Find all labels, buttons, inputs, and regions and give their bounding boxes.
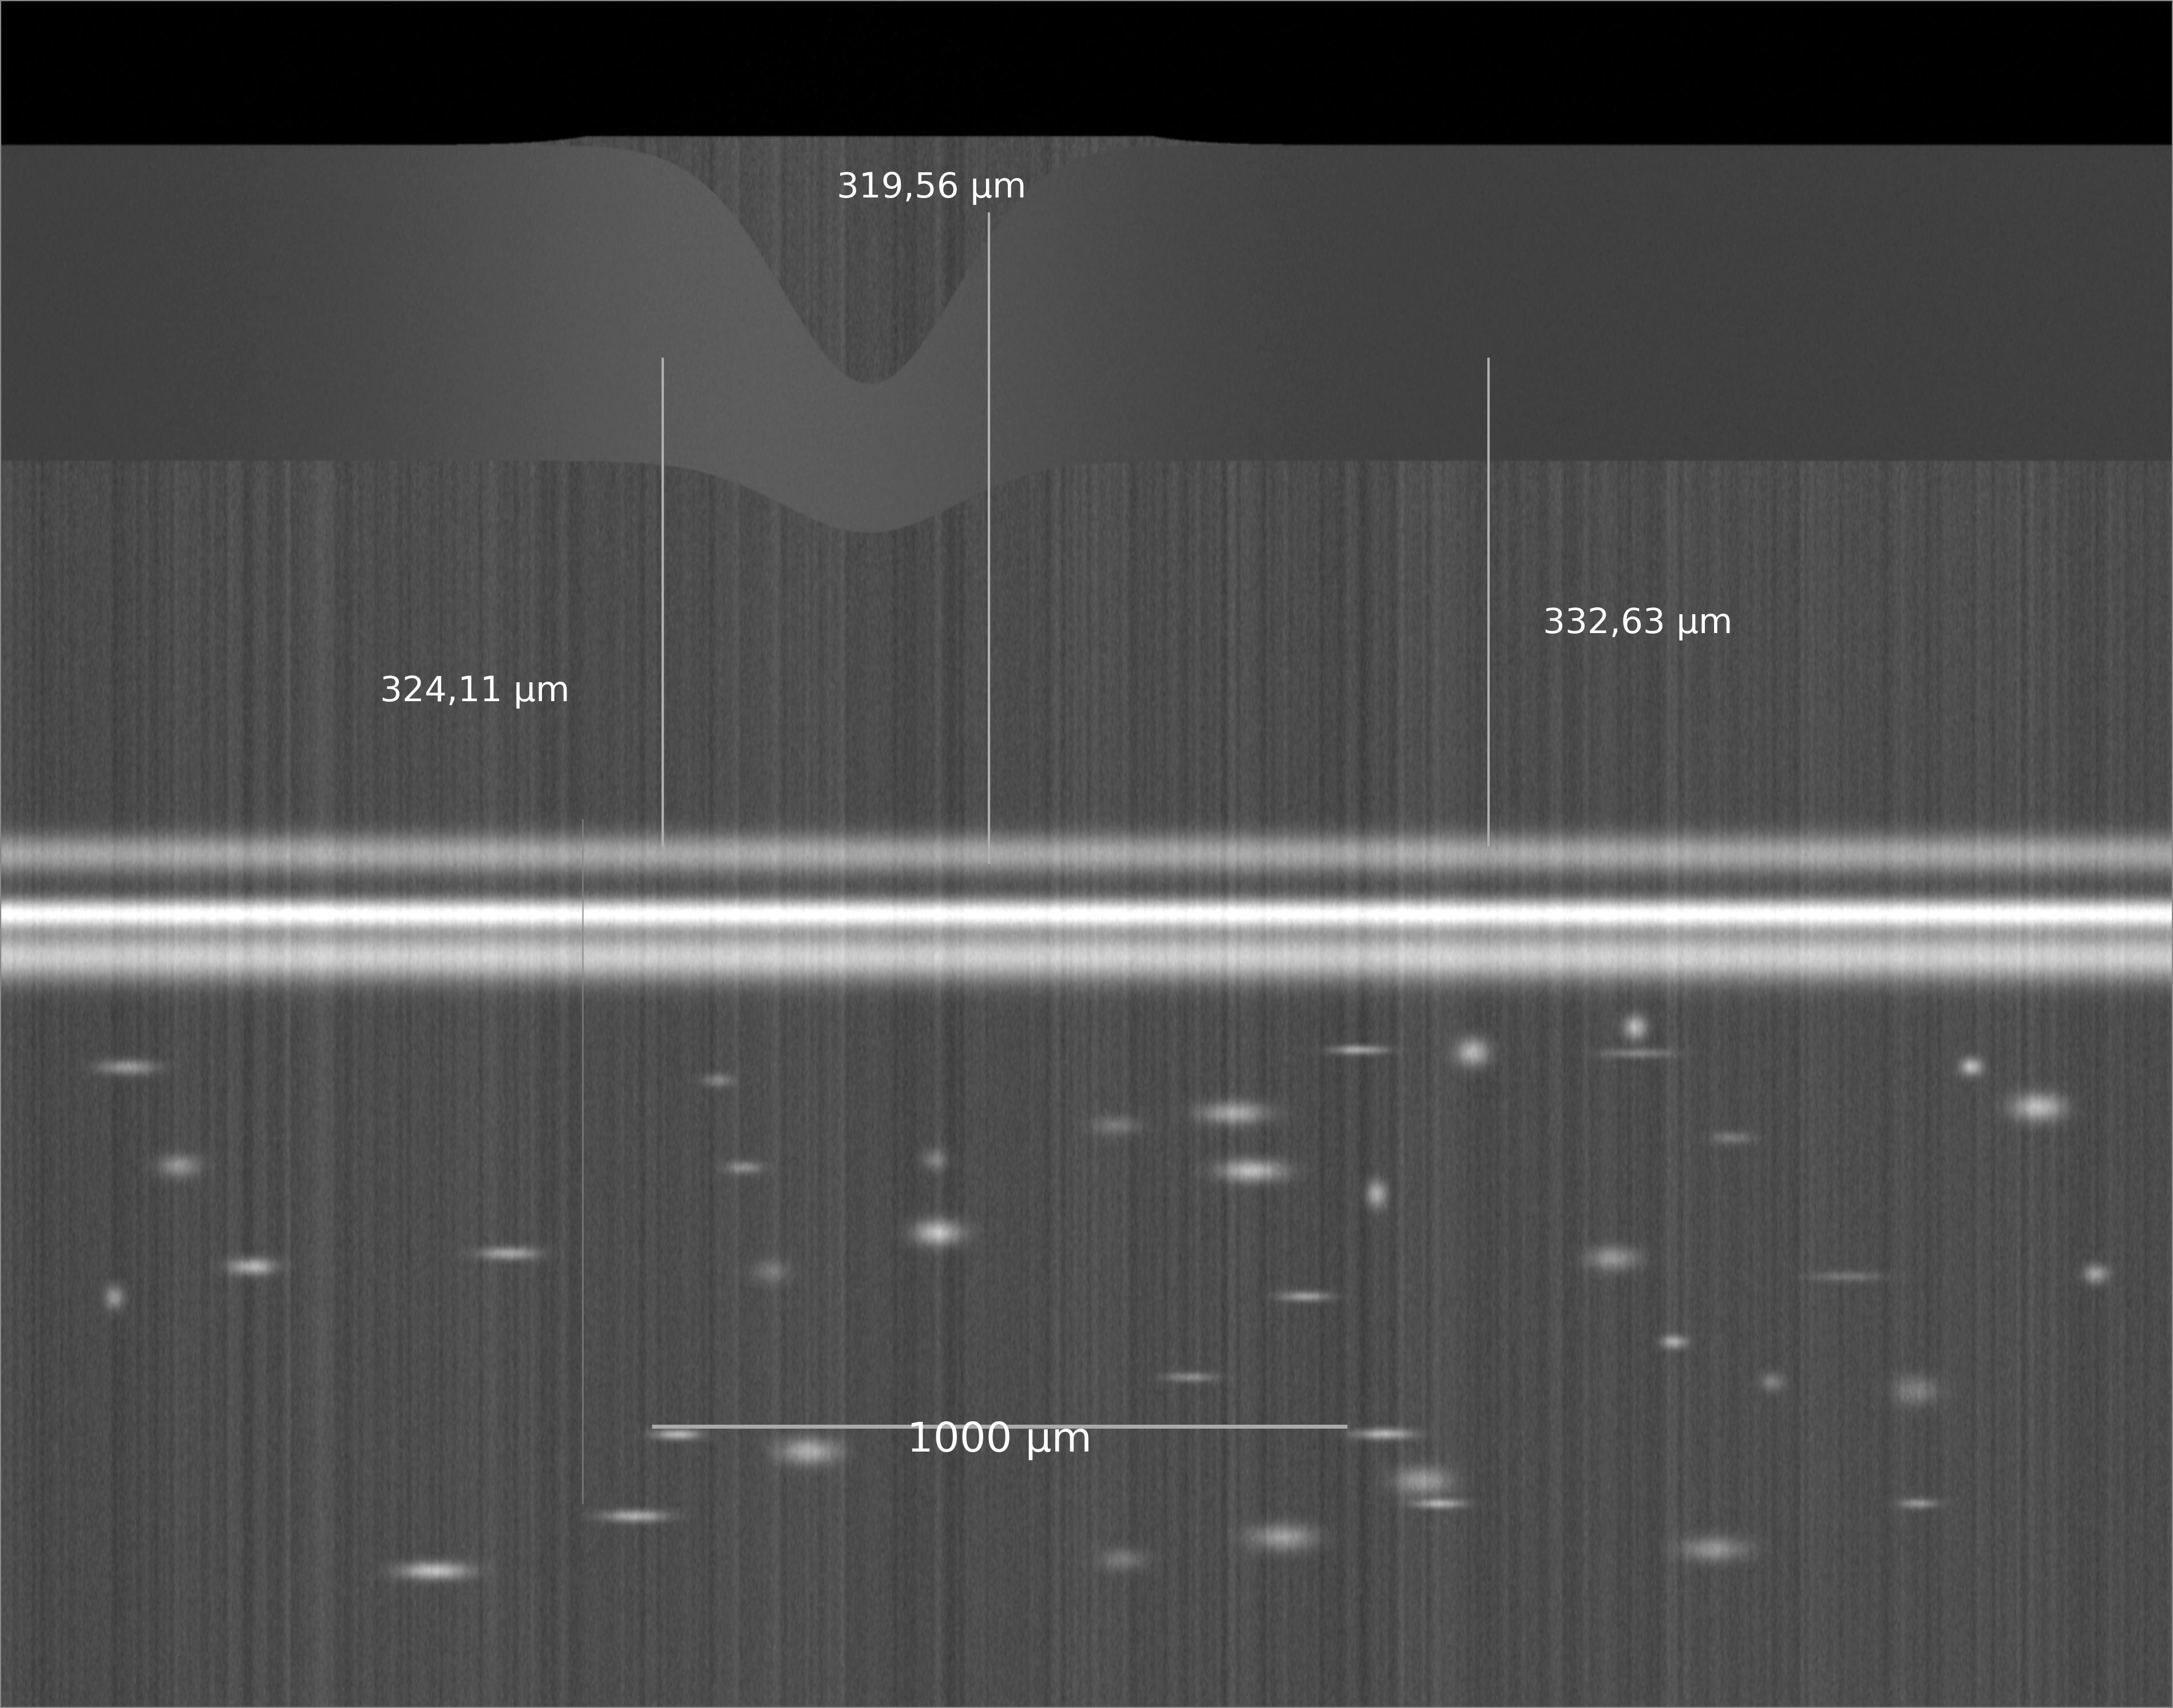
Text: 1000 μm: 1000 μm [906,1421,1093,1460]
Text: 324,11 μm: 324,11 μm [380,675,569,709]
Text: 332,63 μm: 332,63 μm [1543,606,1732,640]
Text: 319,56 μm: 319,56 μm [837,171,1026,205]
